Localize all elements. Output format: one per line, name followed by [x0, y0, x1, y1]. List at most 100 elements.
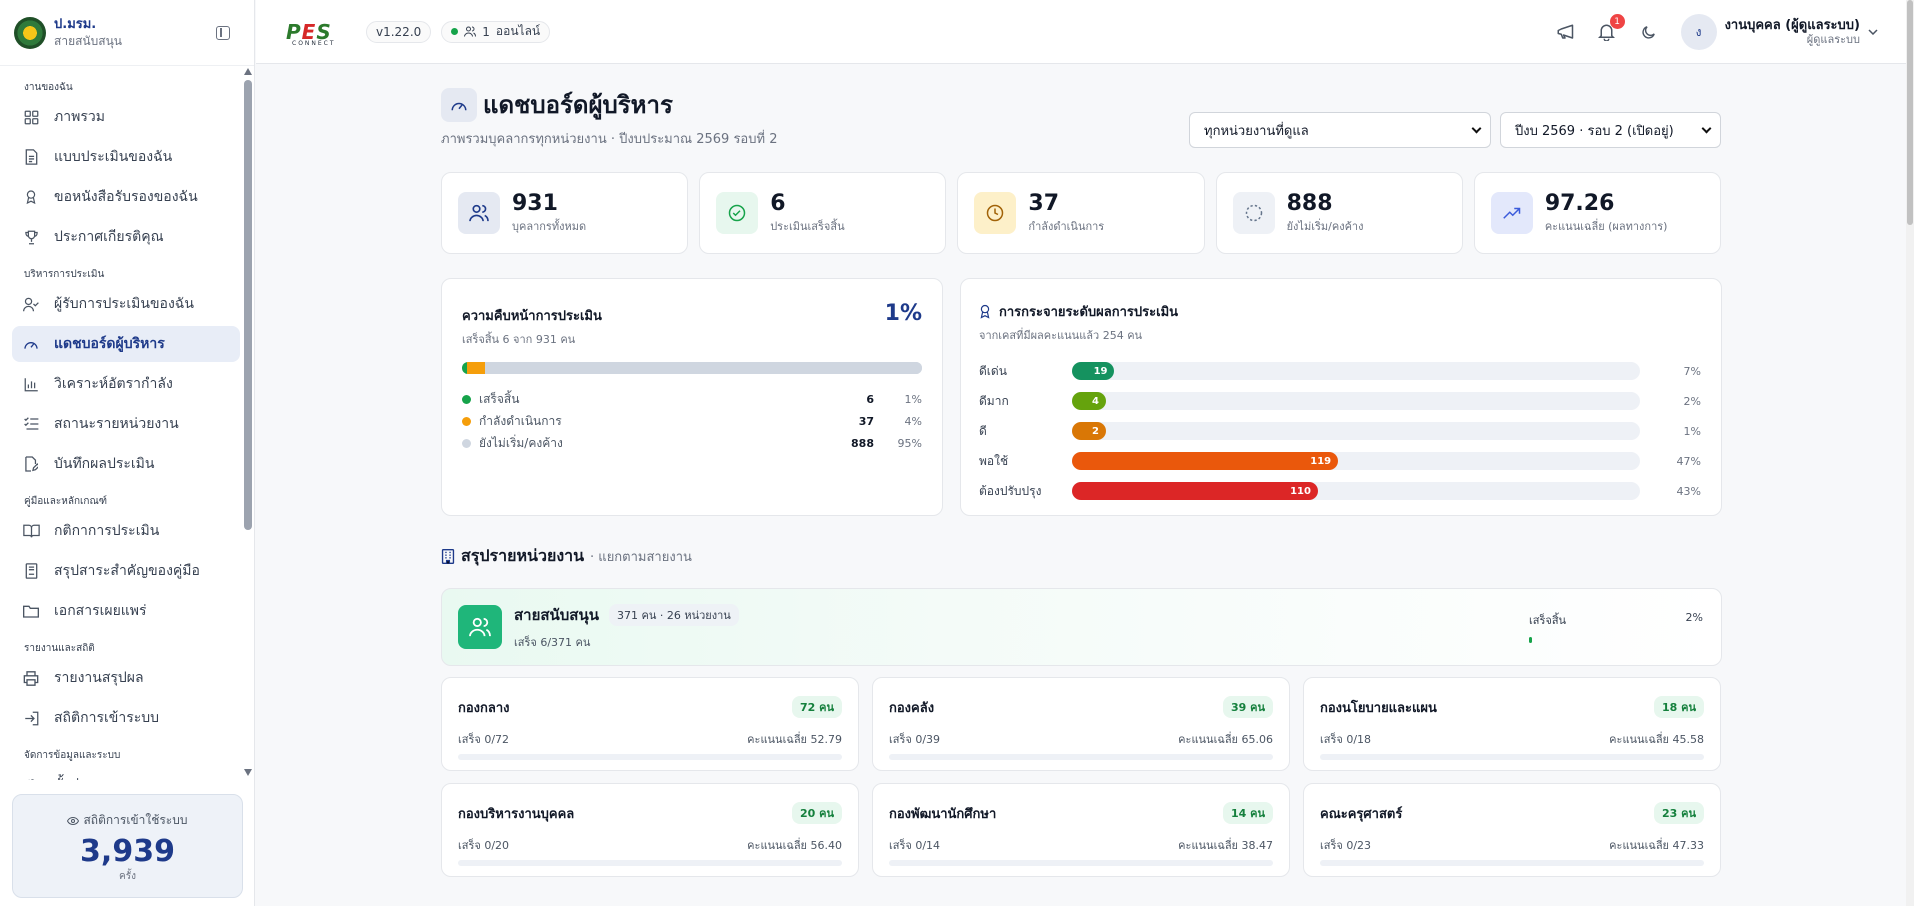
bell-icon[interactable]: 1 — [1597, 14, 1625, 42]
sidebar-item-trophy[interactable]: ประกาศเกียรติคุณ — [12, 219, 240, 255]
sidebar-item-gear[interactable]: ตั้งค่าระบบ — [12, 767, 240, 780]
sidebar-item-notebook[interactable]: สรุปสาระสำคัญของคู่มือ — [12, 553, 240, 589]
unit-card[interactable]: กองคลัง 39 คน เสร็จ 0/39 คะแนนเฉลี่ย 65.06 — [872, 677, 1290, 771]
unit-name: กองนโยบายและแผน — [1320, 700, 1437, 716]
unit-avg-score: คะแนนเฉลี่ย 47.33 — [1609, 839, 1704, 852]
sidebar-item-label: แบบประเมินของฉัน — [54, 149, 173, 165]
unit-name: กองกลาง — [458, 700, 510, 716]
scroll-down-arrow-icon[interactable] — [244, 769, 252, 776]
distribution-track: 110 — [1072, 482, 1640, 500]
progress-percent: 1% — [884, 301, 922, 326]
sidebar-item-book[interactable]: กติกาการประเมิน — [12, 513, 240, 549]
kpi-row: 931 บุคลากรทั้งหมด 6 ประเมินเสร็จสิ้น 37 กำ… — [441, 172, 1722, 254]
sidebar-item-gauge[interactable]: แดชบอร์ดผู้บริหาร — [12, 326, 240, 362]
notebook-icon — [22, 563, 40, 579]
division-progress-fill — [1529, 637, 1533, 643]
university-logo — [14, 16, 46, 49]
kpi-label: ประเมินเสร็จสิ้น — [770, 220, 845, 233]
sidebar-item-award[interactable]: ขอหนังสือรับรองของฉัน — [12, 179, 240, 215]
notification-badge: 1 — [1609, 14, 1625, 29]
legend-row: เสร็จสิ้น 6 1% — [462, 388, 922, 410]
sidebar-item-printer[interactable]: รายงานสรุปผล — [12, 660, 240, 696]
division-progress-label: เสร็จสิ้น — [1529, 614, 1567, 627]
user-name: งานบุคคล (ผู้ดูแลระบบ) — [1724, 17, 1860, 33]
unit-card[interactable]: กองนโยบายและแผน 18 คน เสร็จ 0/18 คะแนนเฉลี… — [1303, 677, 1721, 771]
progress-bar-segment — [462, 362, 467, 374]
document-icon — [22, 149, 40, 165]
gear-icon — [22, 777, 40, 780]
legend-dot — [462, 394, 471, 404]
kpi-value: 97.26 — [1544, 191, 1615, 216]
sidebar-item-label: ขอหนังสือรับรองของฉัน — [54, 189, 198, 205]
distribution-label: พอใช้ — [979, 453, 1009, 468]
division-name: สายสนับสนุน — [514, 606, 599, 624]
unit-card[interactable]: กองบริหารงานบุคคล 20 คน เสร็จ 0/20 คะแนนเฉ… — [441, 783, 859, 877]
sidebar-nav: งานของฉัน ภาพรวม แบบประเมินของฉัน ขอหนังสือ… — [12, 72, 240, 780]
user-role: ผู้ดูแลระบบ — [1806, 32, 1860, 46]
sidebar-item-folder[interactable]: เอกสารเผยแพร่ — [12, 593, 240, 629]
megaphone-icon[interactable] — [1555, 22, 1575, 42]
sidebar-item-login[interactable]: สถิติการเข้าระบบ — [12, 700, 240, 736]
online-users-badge[interactable]: 1 ออนไลน์ — [441, 20, 551, 43]
distribution-track: 2 — [1072, 422, 1640, 440]
org-subtitle: สายสนับสนุน — [54, 33, 122, 48]
pes-connect-logo[interactable]: PES CONNECT — [286, 19, 336, 47]
unit-progress-track — [889, 860, 1273, 866]
award-icon — [980, 304, 990, 319]
moon-icon[interactable] — [1639, 22, 1659, 42]
sidebar-item-label: แดชบอร์ดผู้บริหาร — [54, 336, 165, 352]
scroll-up-arrow-icon[interactable] — [244, 68, 252, 75]
edit-doc-icon — [22, 456, 40, 472]
filter-bar: ทุกหน่วยงานที่ดูแล ปีงบ 2569 · รอบ 2 (เป… — [1189, 112, 1721, 148]
login-stats-label: สถิติการเข้าใช้ระบบ — [83, 813, 188, 827]
sidebar-item-edit-doc[interactable]: บันทึกผลประเมิน — [12, 446, 240, 482]
user-menu[interactable]: ง งานบุคคล (ผู้ดูแลระบบ) ผู้ดูแลระบบ — [1680, 14, 1878, 50]
page-scrollbar[interactable] — [1906, 0, 1914, 906]
division-meta: 371 คน · 26 หน่วยงาน — [608, 604, 739, 626]
unit-card[interactable]: กองพัฒนานักศึกษา 14 คน เสร็จ 0/14 คะแนนเฉล… — [872, 783, 1290, 877]
scrollbar-thumb[interactable] — [244, 80, 252, 530]
unit-count-badge: 20 คน — [791, 802, 842, 824]
distribution-track: 4 — [1072, 392, 1640, 410]
unit-done: เสร็จ 0/14 — [889, 839, 941, 852]
users-icon — [458, 605, 502, 649]
page-scrollbar-thumb[interactable] — [1907, 0, 1913, 225]
distribution-percent: 1% — [1683, 424, 1701, 438]
kpi-card: 888 ยังไม่เริ่ม/คงค้าง — [1215, 172, 1463, 254]
sidebar-collapse-icon[interactable] — [216, 25, 230, 40]
kpi-label: ยังไม่เริ่ม/คงค้าง — [1286, 220, 1364, 233]
legend-count: 37 — [858, 414, 874, 428]
distribution-label: ดี — [979, 423, 987, 438]
distribution-percent: 43% — [1676, 484, 1701, 498]
sidebar-item-list-check[interactable]: สถานะรายหน่วยงาน — [12, 406, 240, 442]
division-card[interactable]: สายสนับสนุน 371 คน · 26 หน่วยงาน เสร็จ 6… — [441, 588, 1722, 666]
unit-avg-score: คะแนนเฉลี่ย 52.79 — [747, 733, 842, 746]
kpi-value: 931 — [512, 191, 558, 216]
chevron-down-icon — [1701, 123, 1712, 133]
sidebar-scrollbar[interactable] — [244, 68, 252, 776]
unit-count-badge: 18 คน — [1653, 696, 1704, 718]
sidebar-item-grid[interactable]: ภาพรวม — [12, 99, 240, 135]
sidebar-item-document[interactable]: แบบประเมินของฉัน — [12, 139, 240, 175]
sidebar-section-title: คู่มือและหลักเกณฑ์ — [24, 496, 108, 507]
unit-name: กองพัฒนานักศึกษา — [889, 806, 997, 822]
kpi-card: 931 บุคลากรทั้งหมด — [441, 172, 689, 254]
sidebar-item-label: เอกสารเผยแพร่ — [54, 603, 147, 619]
page-header: แดชบอร์ดผู้บริหาร — [441, 88, 1721, 122]
progress-card: ความคืบหน้าการประเมิน เสร็จสิ้น 6 จาก 93… — [441, 278, 943, 516]
unit-count-badge: 14 คน — [1222, 802, 1273, 824]
units-section-subtitle: · แยกตามสายงาน — [590, 550, 692, 565]
unit-card[interactable]: คณะครุศาสตร์ 23 คน เสร็จ 0/23 คะแนนเฉลี่ย … — [1303, 783, 1721, 877]
unit-card[interactable]: กองกลาง 72 คน เสร็จ 0/72 คะแนนเฉลี่ย 52.79 — [441, 677, 859, 771]
unit-filter-select[interactable]: ทุกหน่วยงานที่ดูแล — [1189, 112, 1491, 148]
period-filter-select[interactable]: ปีงบ 2569 · รอบ 2 (เปิดอยู่) — [1500, 112, 1721, 148]
topbar: PES CONNECT v1.22.0 1 ออนไลน์ 1 ง งานบุค… — [256, 0, 1914, 64]
legend-percent: 1% — [904, 392, 922, 406]
sidebar-item-user-check[interactable]: ผู้รับการประเมินของฉัน — [12, 286, 240, 322]
unit-name: กองบริหารงานบุคคล — [458, 806, 575, 822]
progress-bar-segment — [466, 362, 485, 374]
legend-percent: 95% — [897, 436, 922, 450]
distribution-label: ดีเด่น — [979, 363, 1007, 378]
sidebar-item-bar-chart[interactable]: วิเคราะห์อัตรากำลัง — [12, 366, 240, 402]
unit-done: เสร็จ 0/20 — [458, 839, 510, 852]
